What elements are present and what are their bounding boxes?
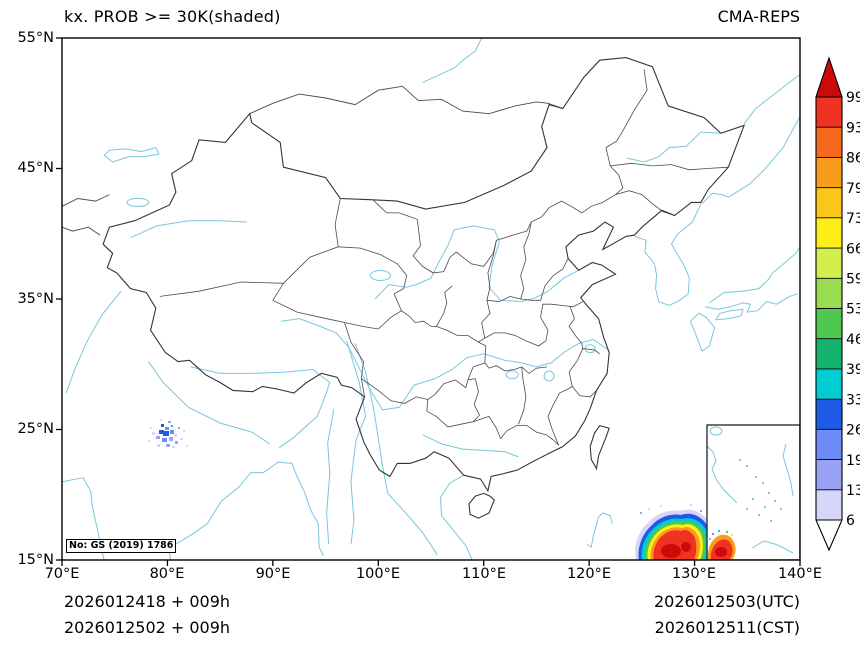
colorbar-label: 39 — [846, 362, 860, 378]
lon-tick-label: 140°E — [777, 566, 823, 582]
province-borders-layer — [62, 69, 729, 446]
lon-tick-label: 90°E — [255, 566, 291, 582]
colorbar-band — [816, 399, 842, 430]
lon-tick-label: 120°E — [566, 566, 612, 582]
valid-time-cst: 2026012511(CST) — [654, 618, 800, 637]
colorbar-label: 6 — [846, 513, 855, 529]
init-time-utc: 2026012418 + 009h — [64, 592, 231, 611]
model-name: CMA-REPS — [717, 7, 800, 26]
plot-title: kx. PROB >= 30K(shaded) — [64, 7, 281, 26]
colorbar-label: 73 — [846, 211, 860, 227]
colorbar-band — [816, 127, 842, 158]
map-frame — [61, 37, 801, 561]
colorbar-bottom-arrow — [816, 520, 842, 550]
colorbar-top-arrow — [816, 58, 842, 97]
colorbar-band — [816, 97, 842, 128]
colorbar-label: 86 — [846, 151, 860, 167]
lon-tick-label: 130°E — [671, 566, 717, 582]
colorbar-band — [816, 489, 842, 520]
colorbar-band — [816, 459, 842, 490]
lat-tick-label: 45°N — [17, 160, 54, 176]
colorbar-band — [816, 429, 842, 460]
lat-tick-label: 35°N — [17, 291, 54, 307]
colorbar-band — [816, 187, 842, 218]
lat-tick-label: 25°N — [17, 421, 54, 437]
colorbar-band — [816, 217, 842, 249]
colorbar-label: 46 — [846, 332, 860, 348]
colorbar-label: 26 — [846, 423, 860, 439]
colorbar-band — [816, 338, 842, 369]
colorbar-label: 33 — [846, 392, 860, 408]
lon-tick-label: 110°E — [461, 566, 507, 582]
national-border-layer — [102, 57, 746, 519]
colorbar: 99 93 86 79 73 66 59 53 46 39 33 26 19 13 6 — [815, 56, 860, 552]
water-layer — [62, 38, 800, 560]
axis-ticks — [56, 37, 801, 566]
colorbar-label: 59 — [846, 272, 860, 288]
colorbar-label: 99 — [846, 90, 860, 106]
colorbar-label: 79 — [846, 181, 860, 197]
lon-tick-label: 80°E — [149, 566, 185, 582]
colorbar-band — [816, 278, 842, 309]
lon-tick-label: 100°E — [355, 566, 401, 582]
valid-time-utc: 2026012503(UTC) — [654, 592, 800, 611]
colorbar-band — [816, 248, 842, 279]
map-layers — [62, 38, 800, 560]
prob-shading-west-cells — [148, 419, 188, 448]
colorbar-band — [816, 368, 842, 400]
colorbar-band — [816, 308, 842, 339]
lon-tick-label: 70°E — [44, 566, 80, 582]
colorbar-label: 53 — [846, 302, 860, 318]
colorbar-label: 66 — [846, 241, 860, 257]
map-license-number: No: GS (2019) 1786 — [66, 539, 177, 553]
lat-tick-label: 15°N — [17, 552, 54, 568]
colorbar-label: 13 — [846, 483, 860, 499]
south-china-sea-inset — [706, 424, 800, 560]
colorbar-label: 19 — [846, 453, 860, 469]
colorbar-band — [816, 157, 842, 188]
lat-tick-label: 55°N — [17, 30, 54, 46]
colorbar-label: 93 — [846, 120, 860, 136]
prob-shading-se-core — [635, 504, 716, 560]
init-time-cst: 2026012502 + 009h — [64, 618, 231, 637]
